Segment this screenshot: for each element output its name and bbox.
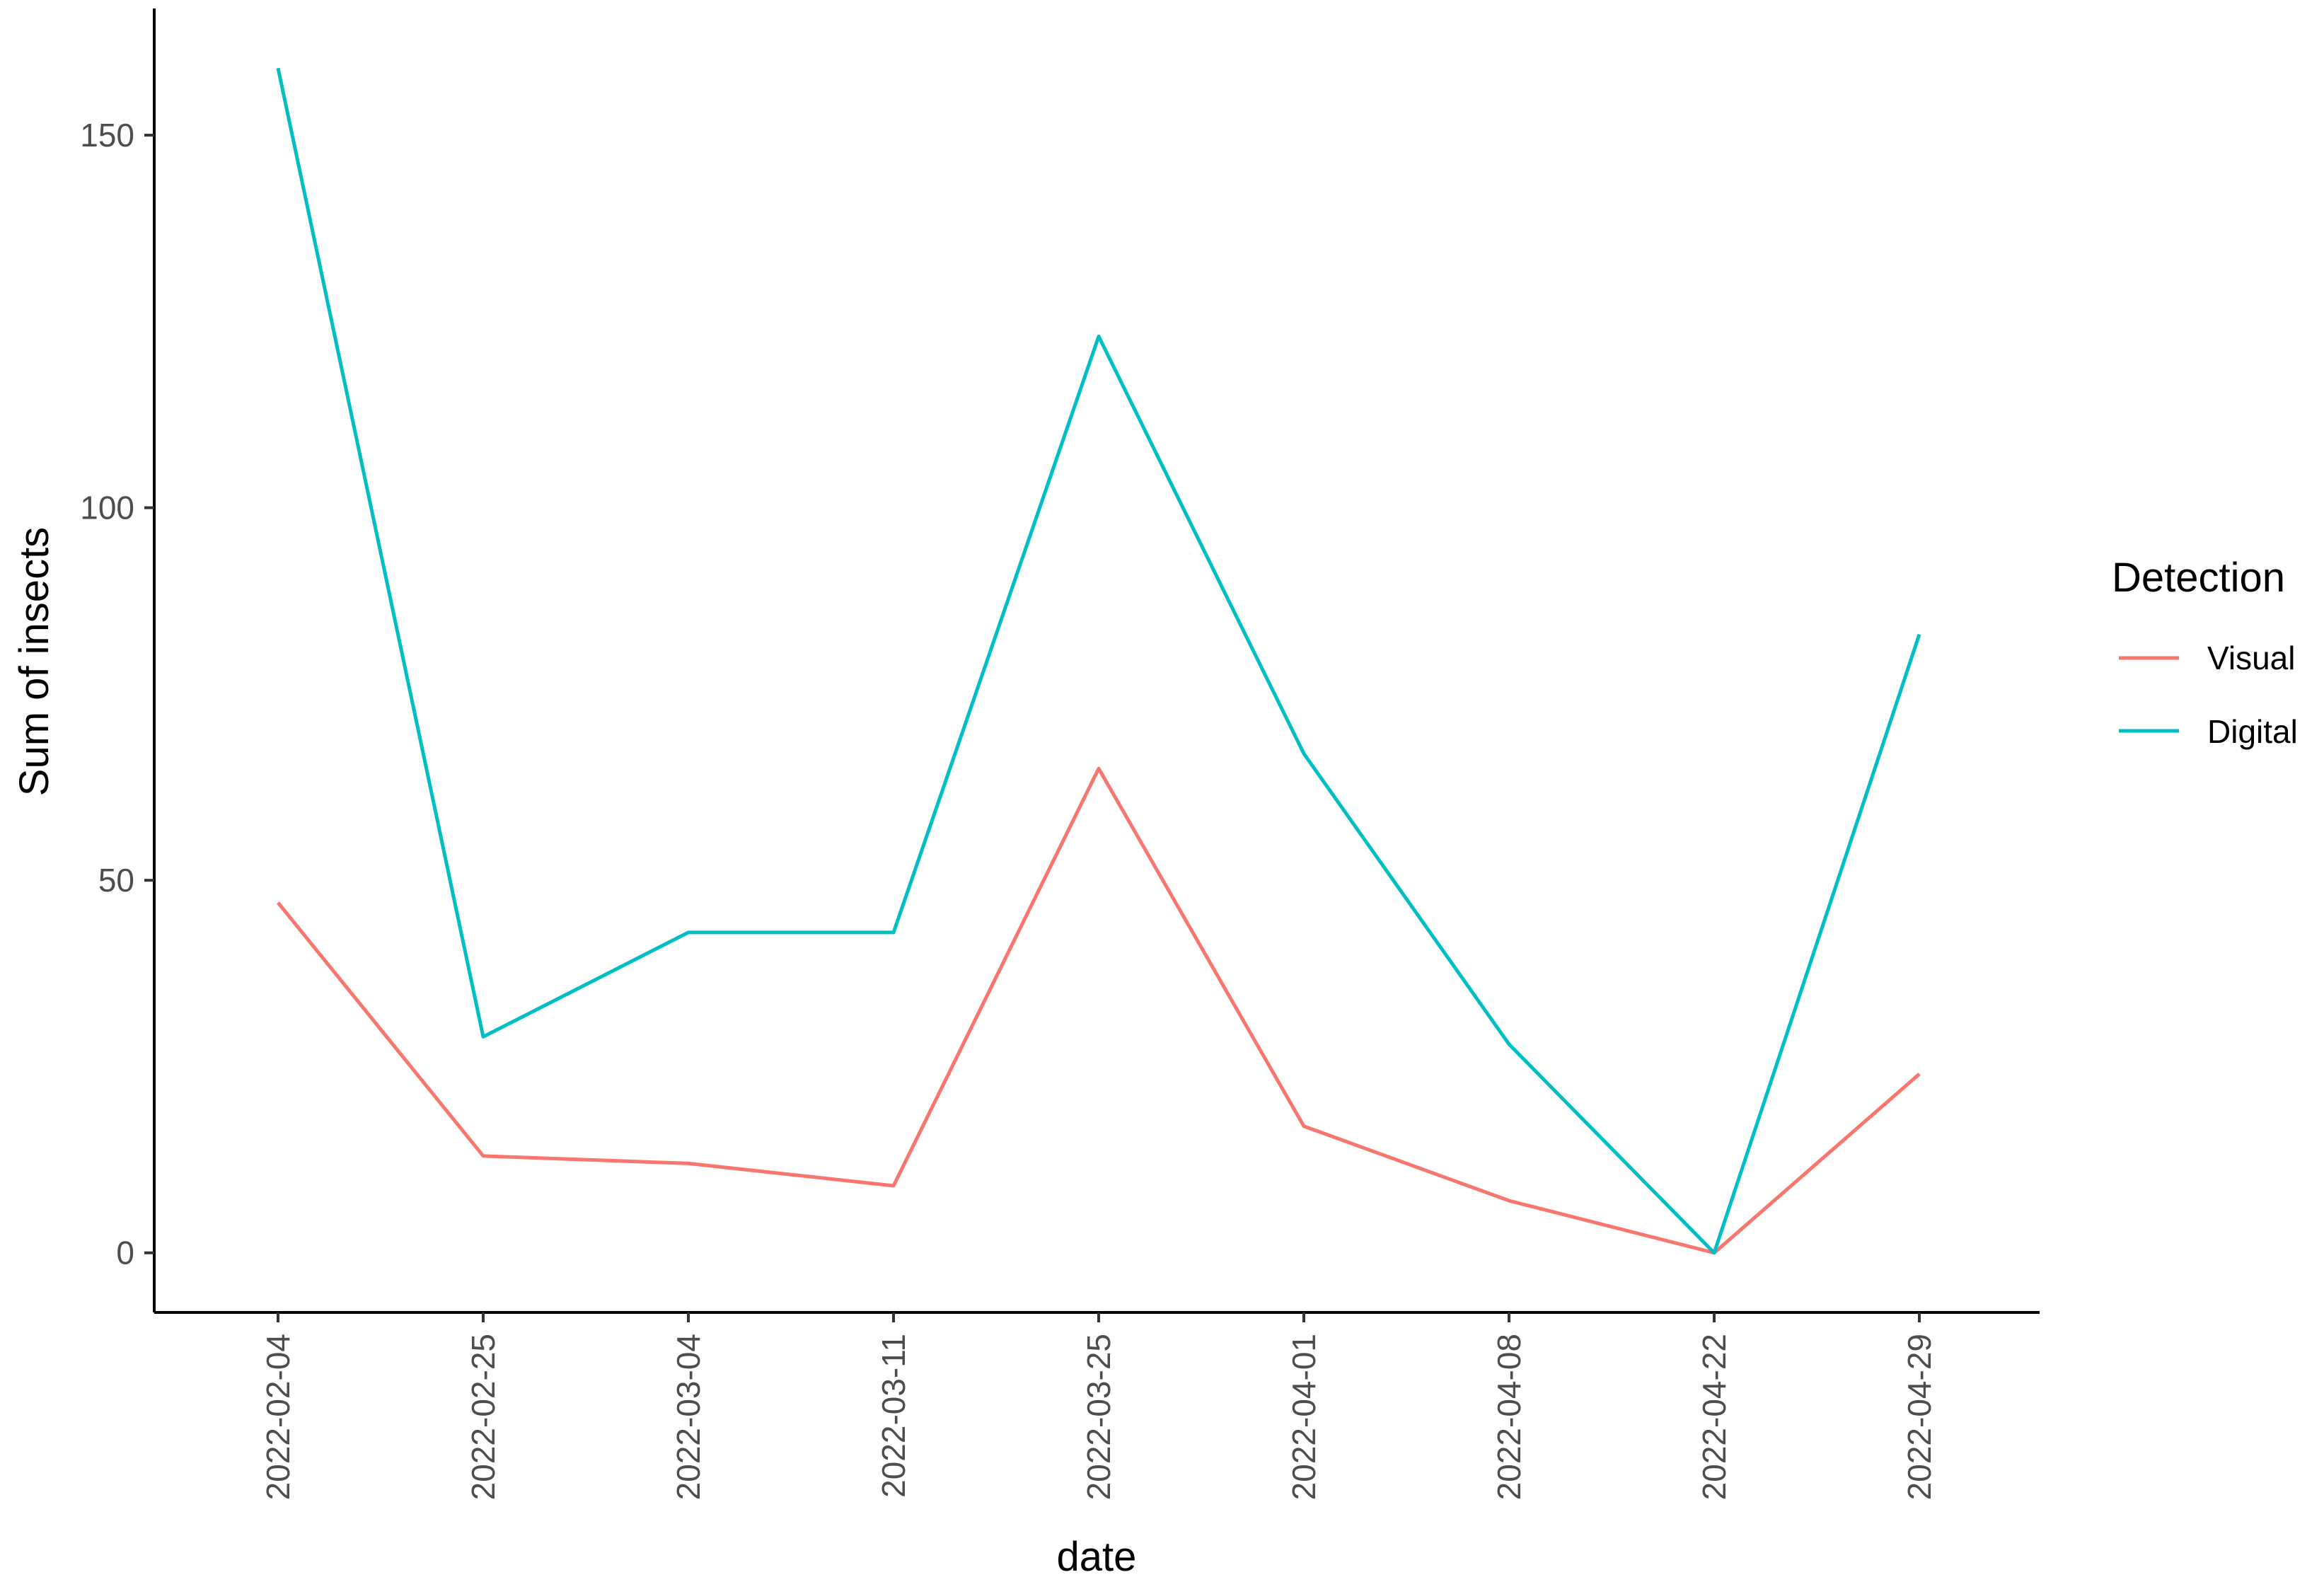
plot-area xyxy=(276,67,1921,1255)
y-tick-label: 50 xyxy=(98,862,134,899)
legend-label-digital: Digital xyxy=(2207,713,2298,750)
y-tick-label: 0 xyxy=(116,1235,134,1271)
series-line-visual xyxy=(277,766,1921,1255)
axes: 0 50 100 150 2022-02-04 2022-02-25 2022-03-04 2… xyxy=(80,8,2040,1500)
y-tick-label: 150 xyxy=(80,117,134,154)
legend-title: Detection xyxy=(2112,555,2285,601)
legend-label-visual: Visual xyxy=(2207,640,2295,676)
x-tick-label: 2022-03-25 xyxy=(1080,1334,1117,1500)
legend: Detection Visual Digital xyxy=(2112,555,2298,750)
x-tick-label: 2022-02-25 xyxy=(465,1334,502,1500)
x-tick-label: 2022-04-22 xyxy=(1696,1334,1733,1500)
x-tick-label: 2022-04-29 xyxy=(1901,1334,1938,1500)
x-tick-label: 2022-04-08 xyxy=(1491,1334,1527,1500)
x-tick-label: 2022-02-04 xyxy=(260,1334,296,1500)
x-axis-title: date xyxy=(1057,1534,1137,1580)
x-tick-label: 2022-04-01 xyxy=(1285,1334,1322,1500)
y-tick-label: 100 xyxy=(80,490,134,526)
y-axis-title: Sum of insects xyxy=(11,527,57,796)
x-tick-label: 2022-03-04 xyxy=(670,1334,707,1500)
x-tick-label: 2022-03-11 xyxy=(875,1334,912,1498)
series-line-digital xyxy=(276,67,1921,1255)
